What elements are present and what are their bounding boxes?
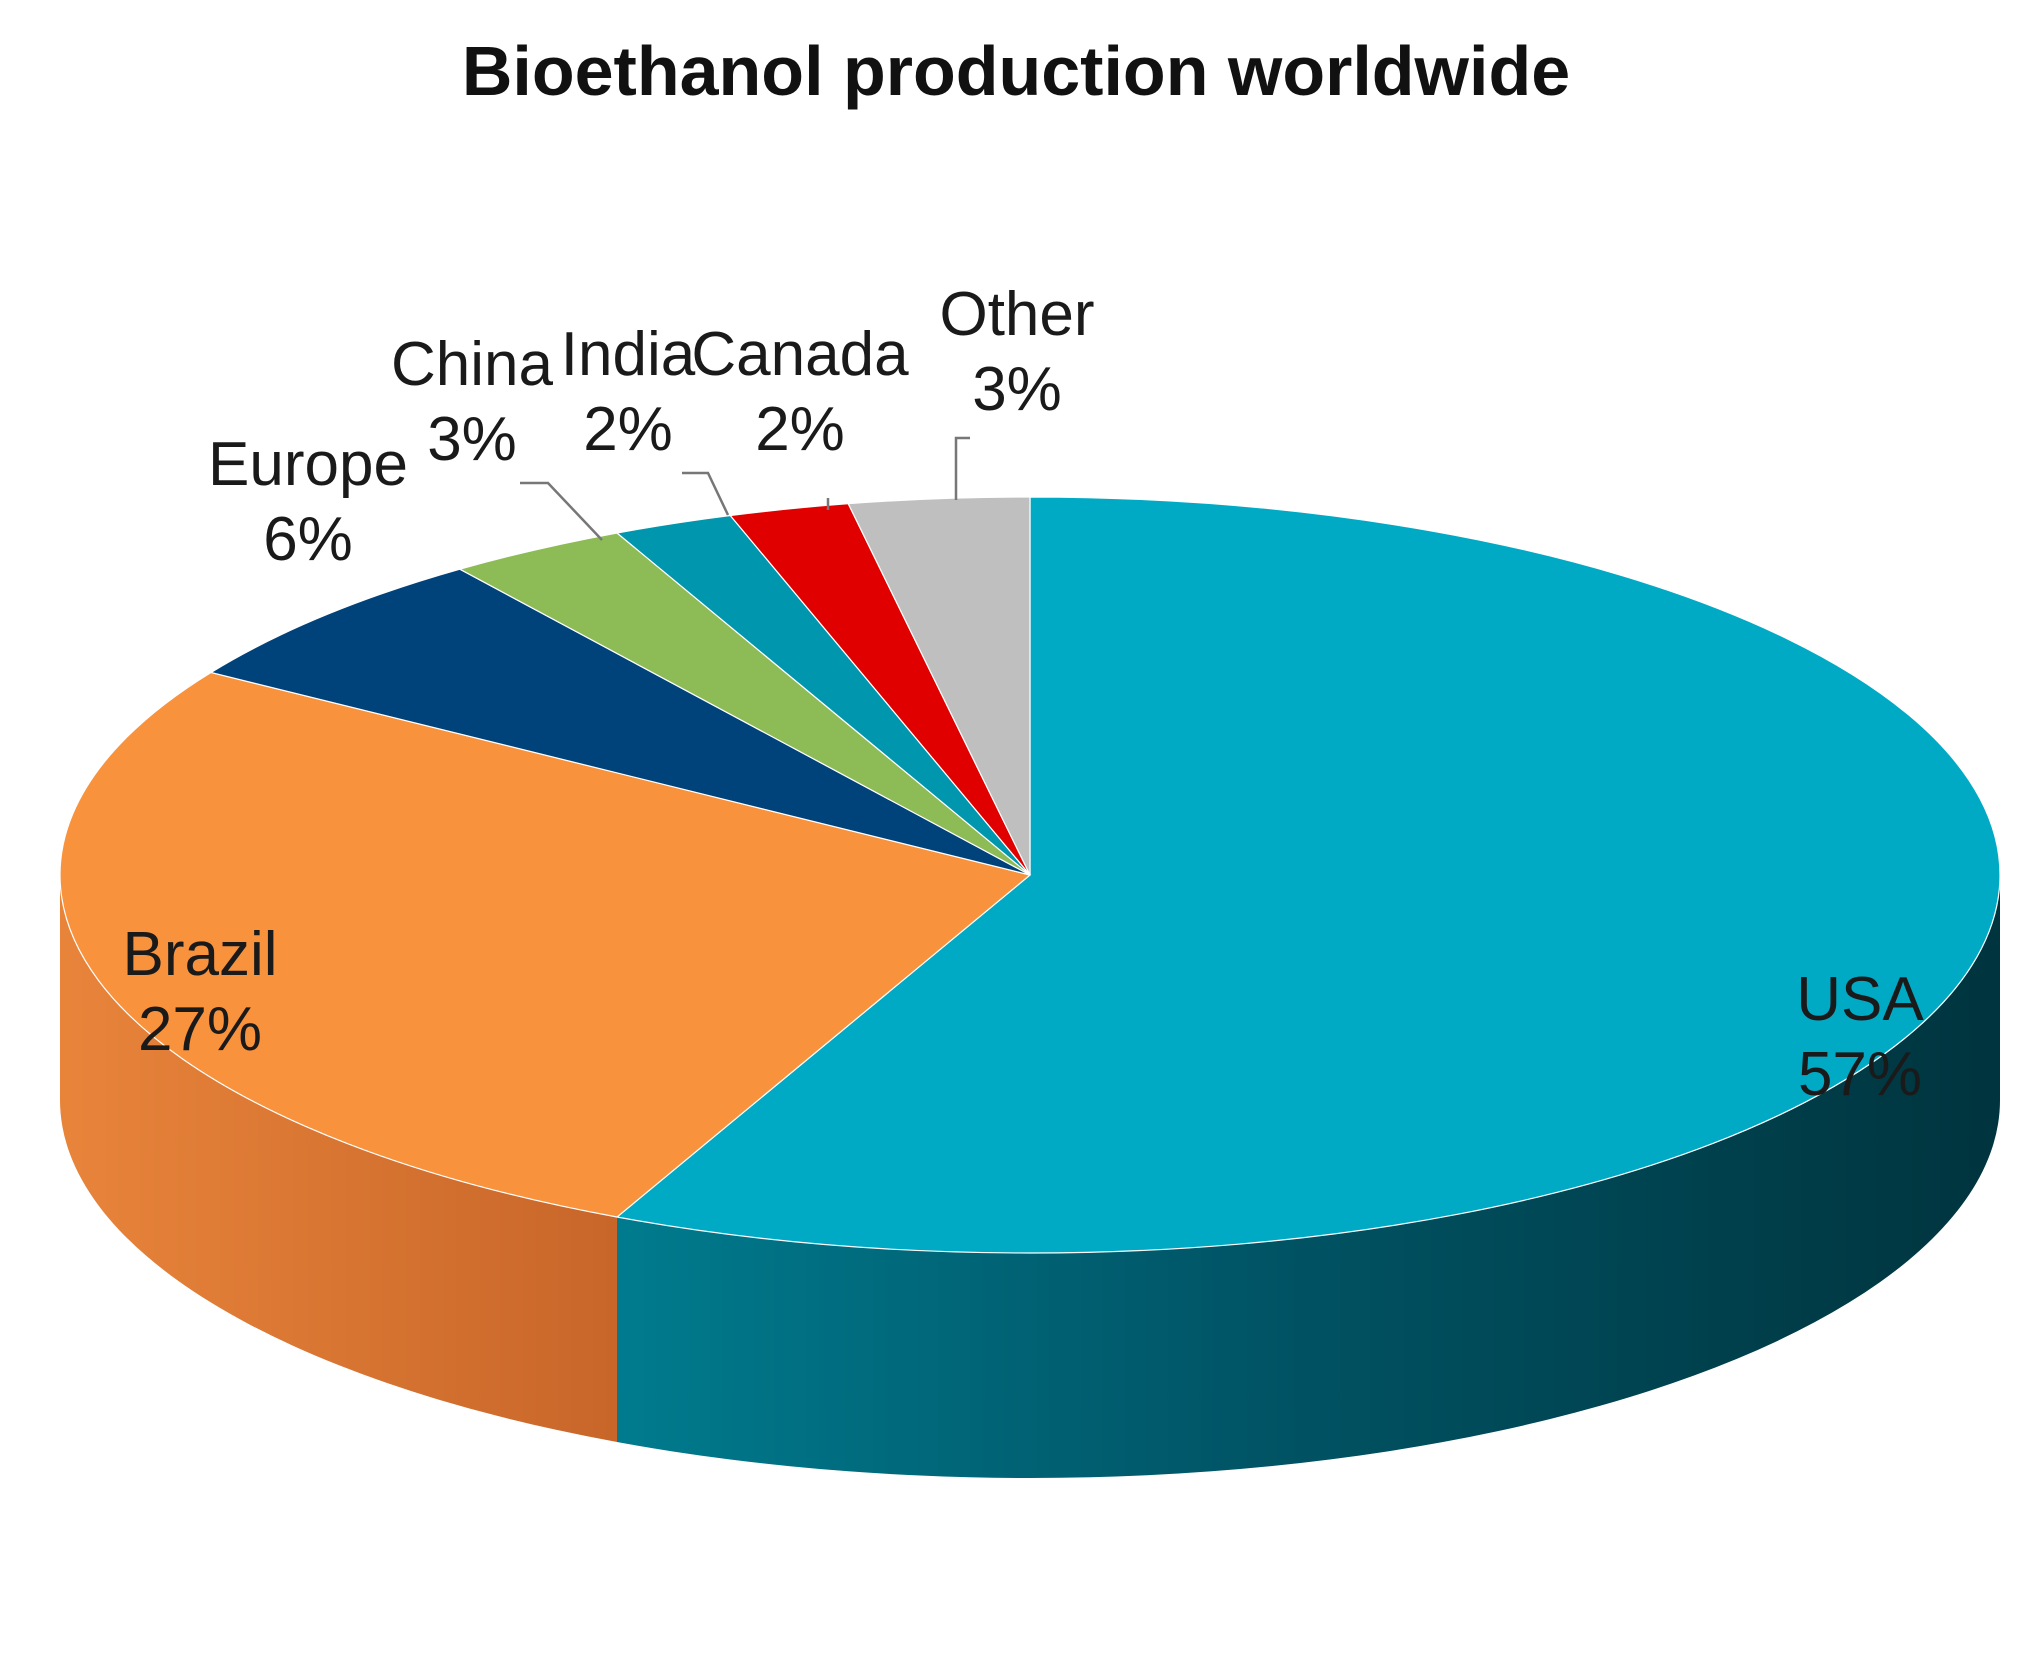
leader-lines — [520, 436, 970, 541]
leader-line-india — [682, 471, 730, 516]
slice-value-other: 3% — [972, 355, 1062, 424]
pie-side-walls — [60, 875, 2000, 1478]
slice-value-europe: 6% — [263, 505, 353, 574]
pie-slice-other — [847, 496, 1031, 876]
slice-labels: USA57%Brazil27%Europe6%China3%India2%Can… — [122, 280, 1924, 1109]
slice-label-india: India — [561, 320, 696, 389]
pie-slice-usa — [615, 496, 2001, 1254]
leader-line-china — [520, 481, 603, 541]
slice-label-brazil: Brazil — [122, 920, 277, 989]
slice-value-canada: 2% — [755, 395, 845, 464]
chart-title: Bioethanol production worldwide — [462, 32, 1570, 110]
slice-value-china: 3% — [427, 405, 517, 474]
slice-value-brazil: 27% — [138, 995, 262, 1064]
pie-slice-brazil — [59, 671, 1032, 1218]
slice-value-india: 2% — [583, 395, 673, 464]
slice-label-other: Other — [939, 280, 1094, 349]
leader-line-other — [954, 436, 970, 500]
slice-label-canada: Canada — [691, 320, 909, 389]
pie-slice-europe — [209, 568, 1031, 876]
pie-side-brazil — [60, 875, 617, 1443]
slice-value-usa: 57% — [1798, 1040, 1922, 1109]
slice-label-china: China — [391, 330, 554, 399]
pie-top-face — [59, 496, 2001, 1254]
slice-label-usa: USA — [1796, 965, 1924, 1034]
slice-label-europe: Europe — [208, 430, 408, 499]
pie-side-usa — [616, 875, 2000, 1478]
